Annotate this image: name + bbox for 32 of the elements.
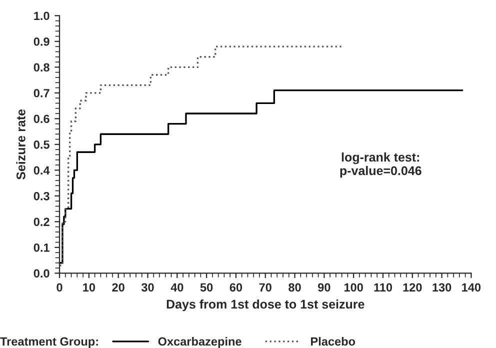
legend-label: Oxcarbazepine (158, 336, 242, 348)
x-tick-label: 80 (288, 283, 301, 292)
annotation: log-rank test: p-value=0.046 (340, 152, 422, 178)
x-tick-label: 50 (200, 283, 213, 292)
x-tick-label: 30 (141, 283, 154, 292)
legend-title: Treatment Group: (0, 337, 98, 348)
x-tick-label: 20 (112, 283, 124, 292)
x-tick-label: 140 (462, 283, 481, 292)
x-tick-label: 70 (259, 283, 272, 292)
y-tick-label: 1.0 (34, 12, 50, 20)
x-tick-label: 60 (230, 283, 242, 292)
y-tick-label: 0.6 (34, 114, 50, 124)
x-axis-title: Days from 1st dose to 1st seizure (166, 299, 364, 312)
y-tick-label: 0.1 (34, 243, 50, 252)
y-tick-label: 0.4 (34, 166, 50, 175)
x-tick-label: 10 (83, 283, 96, 292)
x-tick-label: 40 (170, 283, 184, 292)
y-tick-label: 0.3 (34, 192, 50, 200)
y-tick-label: 0.5 (34, 140, 50, 149)
y-tick-label: 0.8 (34, 63, 50, 72)
x-tick-label: 90 (318, 283, 330, 292)
y-tick-label: 0.7 (34, 88, 50, 98)
x-tick-label: 0 (56, 283, 62, 292)
y-tick-label: 0.0 (34, 269, 50, 278)
y-tick-label: 0.9 (34, 37, 50, 46)
x-tick-label: 110 (374, 283, 392, 292)
x-tick-label: 130 (432, 283, 452, 292)
x-tick-label: 100 (344, 283, 363, 292)
y-tick-label: 0.2 (34, 218, 50, 226)
x-tick-label: 120 (403, 283, 422, 292)
y-axis-title: Seizure rate (16, 109, 26, 180)
legend-label: Placebo (311, 336, 356, 346)
